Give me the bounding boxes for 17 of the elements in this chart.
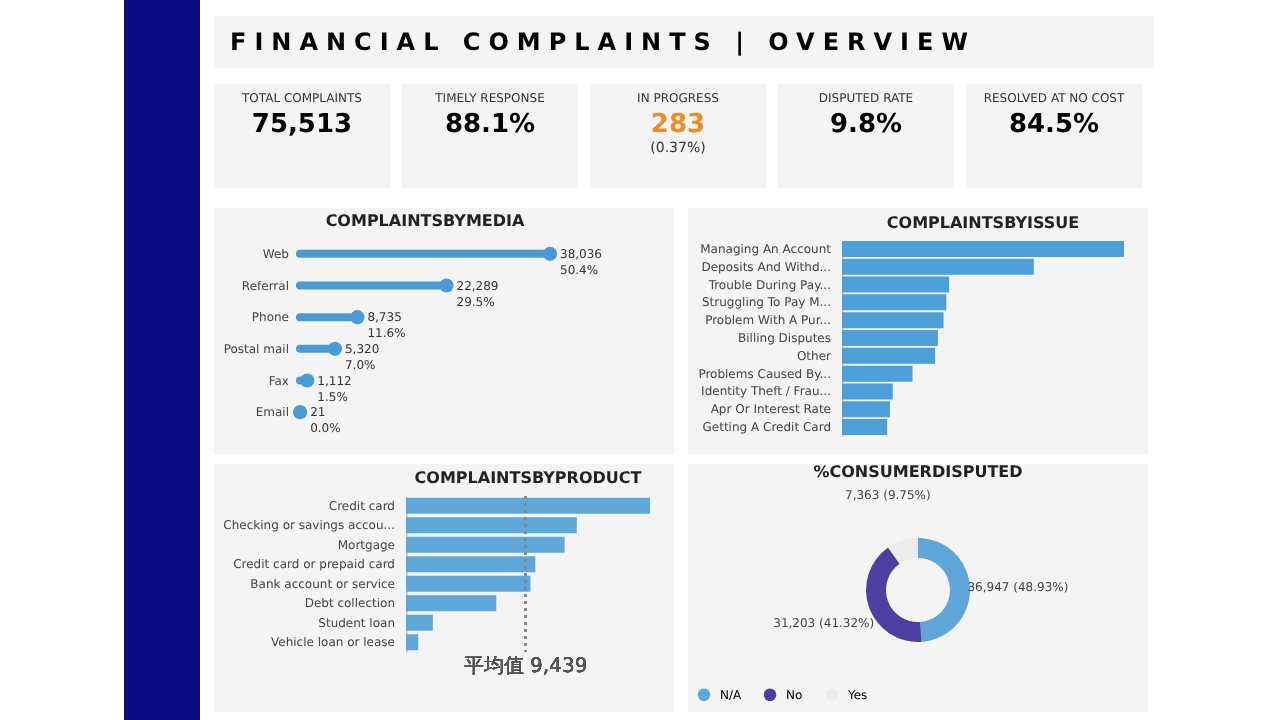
text: 88.1% (442, 110, 538, 140)
ref-line-label: 平均值 9,439 (463, 654, 588, 678)
text: 75,513 (249, 110, 355, 140)
chart-title: COMPLAINTSBYISSUE (886, 214, 1080, 232)
point (327, 341, 343, 356)
chart-title: COMPLAINTSBYMEDIA (325, 212, 526, 230)
text: FINANCIAL COMPLAINTS | OVERVIEW (230, 28, 976, 56)
donut-slice (918, 538, 970, 642)
text: 283 (648, 110, 708, 140)
point (350, 310, 365, 325)
chart-title: %CONSUMERDISPUTED (813, 462, 1024, 481)
point (439, 278, 454, 293)
text: 9.8% (827, 110, 905, 140)
donut-slice (888, 538, 918, 564)
chart-title: COMPLAINTSBYPRODUCT (414, 469, 643, 487)
point (542, 246, 558, 261)
text: 84.5% (1006, 110, 1102, 140)
